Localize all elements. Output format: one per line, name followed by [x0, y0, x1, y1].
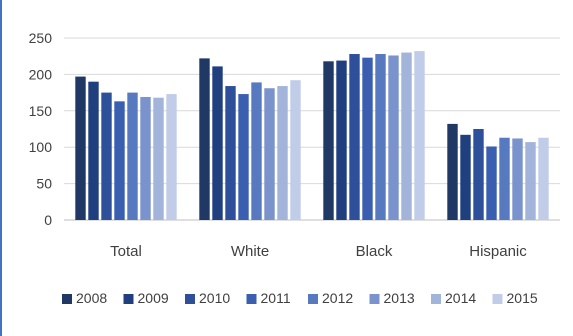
y-tick-label: 50: [36, 176, 52, 192]
gridlines: [64, 37, 560, 221]
bar: [512, 138, 523, 220]
legend-swatch: [431, 294, 441, 304]
category-label: White: [231, 243, 269, 260]
y-tick-label: 200: [29, 66, 53, 82]
y-axis-ticks: 0 50 100 150 200 250: [29, 30, 53, 228]
bar: [473, 129, 484, 220]
y-tick-label: 250: [29, 30, 53, 46]
bar: [401, 52, 412, 221]
category-label: Total: [110, 243, 142, 260]
legend-label: 2012: [322, 290, 353, 306]
legend-label: 2009: [138, 290, 169, 306]
bar: [414, 51, 425, 220]
y-tick-label: 100: [29, 139, 53, 155]
legend-swatch: [123, 294, 134, 304]
category-label: Black: [356, 243, 393, 260]
y-tick-label: 0: [44, 212, 52, 228]
bar: [323, 61, 334, 220]
bar: [362, 57, 373, 220]
legend-label: 2008: [76, 290, 107, 306]
y-tick-label: 150: [29, 103, 53, 119]
bar: [166, 94, 177, 220]
bar: [101, 92, 112, 220]
bar: [127, 92, 138, 220]
bar: [486, 146, 497, 220]
legend-label: 2011: [261, 290, 291, 306]
bar: [75, 76, 86, 220]
bar: [114, 101, 125, 220]
bar: [447, 123, 458, 220]
bar: [460, 134, 471, 220]
bar: [538, 137, 549, 220]
legend-swatch: [246, 294, 257, 304]
bar: [290, 80, 301, 220]
bar: [153, 97, 164, 220]
bar: [199, 58, 210, 220]
bar: [140, 96, 151, 220]
legend-swatch: [62, 294, 72, 304]
legend-swatch: [308, 294, 318, 304]
bar: [238, 94, 249, 220]
bar: [264, 88, 275, 220]
category-labels: Total White Black Hispanic: [110, 243, 527, 260]
bar: [212, 66, 223, 220]
category-label: Hispanic: [469, 243, 527, 260]
bar: [251, 82, 262, 220]
bar: [499, 137, 510, 220]
bar: [225, 86, 236, 220]
bar: [388, 55, 399, 220]
bar: [525, 142, 536, 220]
bars: [75, 51, 549, 221]
legend-label: 2014: [445, 290, 476, 306]
legend-label: 2013: [384, 290, 415, 306]
legend-swatch: [185, 294, 195, 304]
bar: [349, 54, 360, 220]
legend-swatch: [492, 294, 503, 304]
legend-label: 2010: [199, 290, 230, 306]
legend-swatch: [369, 294, 380, 304]
legend: 2008 2009 2010 2011 2012 2013 2014 2015: [62, 290, 538, 306]
bar: [277, 86, 288, 220]
bar: [336, 60, 347, 220]
bar: [375, 54, 386, 220]
legend-label: 2015: [507, 290, 538, 306]
bar: [88, 81, 99, 221]
